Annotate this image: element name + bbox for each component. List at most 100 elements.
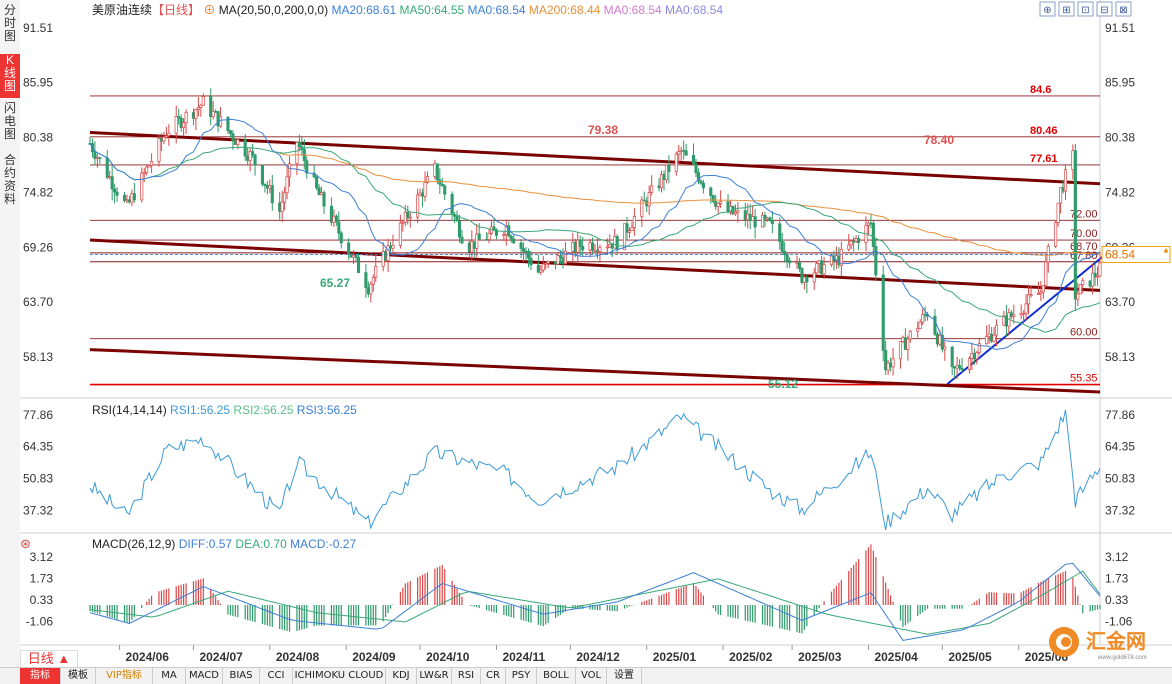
candle[interactable] — [251, 144, 255, 158]
indicator-tab[interactable]: 模板 — [61, 668, 96, 684]
candle[interactable] — [627, 227, 632, 238]
candle[interactable] — [113, 183, 117, 204]
candle[interactable] — [145, 165, 149, 176]
candle[interactable] — [874, 238, 878, 282]
candle[interactable] — [315, 174, 319, 191]
candle[interactable] — [906, 335, 910, 361]
candle[interactable] — [647, 185, 651, 216]
candle[interactable] — [194, 108, 198, 131]
candle[interactable] — [659, 170, 664, 193]
candle[interactable] — [598, 244, 602, 263]
candle[interactable] — [263, 183, 267, 193]
indicator-tab[interactable]: RSI — [452, 668, 481, 684]
candle[interactable] — [1059, 187, 1063, 214]
candle[interactable] — [283, 186, 287, 211]
candle[interactable] — [701, 179, 705, 194]
candle[interactable] — [182, 117, 186, 136]
candle[interactable] — [209, 88, 213, 125]
candle[interactable] — [694, 158, 698, 178]
candle[interactable] — [1022, 310, 1026, 324]
indicator-tab[interactable]: ICHIMOKU CLOUD — [293, 668, 386, 684]
candle[interactable] — [398, 214, 402, 249]
candle[interactable] — [918, 318, 922, 330]
candle[interactable] — [150, 153, 154, 174]
candle[interactable] — [696, 168, 701, 185]
candle[interactable] — [122, 191, 127, 203]
ma200-line[interactable] — [279, 152, 1101, 256]
candle[interactable] — [196, 97, 200, 117]
candle[interactable] — [443, 184, 447, 200]
candle[interactable] — [822, 257, 826, 279]
indicator-tab[interactable]: CCI — [260, 668, 293, 684]
toolbar-button[interactable]: ⊠ — [1115, 1, 1132, 17]
rsi-line[interactable] — [89, 409, 1101, 531]
candle[interactable] — [280, 190, 284, 222]
indicator-tab[interactable]: BOLL — [537, 668, 576, 684]
candle[interactable] — [174, 105, 178, 144]
candle[interactable] — [401, 220, 405, 232]
candle[interactable] — [546, 260, 550, 269]
candle[interactable] — [1091, 264, 1095, 295]
candle[interactable] — [1073, 143, 1077, 311]
candle[interactable] — [967, 356, 971, 374]
candle[interactable] — [908, 330, 912, 343]
candle[interactable] — [992, 326, 996, 343]
channel-upper-line[interactable] — [89, 130, 1101, 186]
candle[interactable] — [898, 341, 903, 369]
candle[interactable] — [337, 211, 341, 240]
candle[interactable] — [177, 108, 181, 125]
candle[interactable] — [502, 231, 506, 242]
chart-canvas[interactable]: 91.51 91.51 85.95 85.95 80.38 80.38 74.82 74.82… — [20, 0, 1172, 667]
candle[interactable] — [958, 359, 962, 371]
candle[interactable] — [884, 340, 888, 375]
candle[interactable] — [147, 164, 151, 168]
candle[interactable] — [371, 274, 375, 292]
candle[interactable] — [691, 143, 696, 166]
candle[interactable] — [977, 337, 981, 355]
candle[interactable] — [770, 210, 774, 234]
candle[interactable] — [322, 190, 326, 214]
candle[interactable] — [960, 357, 964, 373]
candle[interactable] — [815, 260, 819, 275]
sidebar-tab-2[interactable]: 闪电图 — [3, 101, 16, 141]
candle[interactable] — [1009, 309, 1013, 320]
candle[interactable] — [711, 194, 715, 204]
candle[interactable] — [975, 350, 979, 365]
candle[interactable] — [943, 341, 947, 361]
candle[interactable] — [839, 241, 843, 277]
indicator-tab[interactable]: VIP指标 — [96, 668, 153, 684]
candle[interactable] — [1078, 284, 1082, 295]
candle[interactable] — [211, 101, 215, 120]
candle[interactable] — [736, 202, 740, 223]
candle[interactable] — [716, 202, 720, 214]
candle[interactable] — [788, 257, 792, 268]
candle[interactable] — [1098, 251, 1102, 278]
candle[interactable] — [642, 191, 646, 202]
candle[interactable] — [492, 218, 496, 231]
candle[interactable] — [667, 155, 671, 184]
candle[interactable] — [719, 190, 723, 209]
candle[interactable] — [408, 212, 412, 228]
candle[interactable] — [544, 262, 548, 270]
candle[interactable] — [260, 164, 264, 187]
candle[interactable] — [763, 211, 767, 228]
candle[interactable] — [625, 216, 629, 240]
candle[interactable] — [812, 268, 816, 290]
candle[interactable] — [140, 167, 144, 203]
candle[interactable] — [1054, 220, 1058, 249]
candle[interactable] — [334, 214, 338, 227]
candle[interactable] — [1056, 202, 1060, 227]
candle[interactable] — [881, 265, 885, 362]
candle[interactable] — [487, 228, 491, 244]
candle[interactable] — [460, 229, 464, 245]
candle[interactable] — [581, 236, 585, 257]
candle[interactable] — [1036, 281, 1040, 296]
dea-line[interactable] — [89, 570, 1101, 635]
candle[interactable] — [248, 147, 252, 172]
indicator-tab[interactable]: PSY — [506, 668, 537, 684]
sidebar-tab-0[interactable]: 分时图 — [3, 3, 16, 43]
candle[interactable] — [916, 321, 920, 338]
candle[interactable] — [1039, 281, 1043, 302]
candle[interactable] — [950, 345, 954, 376]
candle[interactable] — [849, 240, 853, 250]
